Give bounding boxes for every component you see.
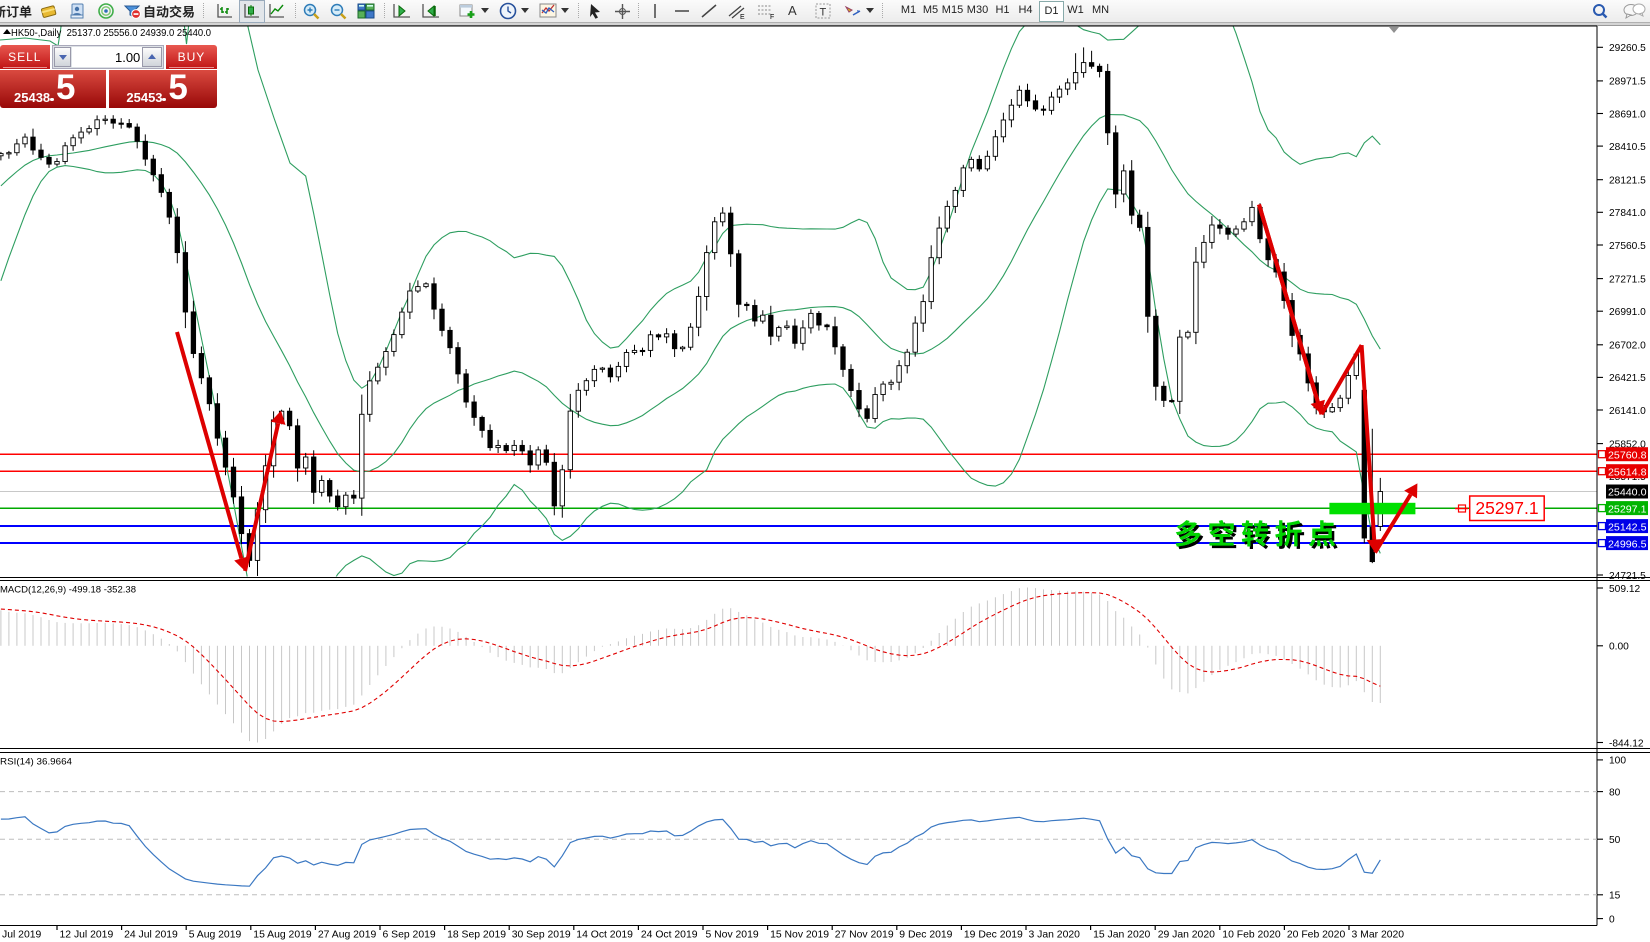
svg-text:-844.12: -844.12: [1609, 738, 1644, 749]
svg-text:29 Jan 2020: 29 Jan 2020: [1158, 930, 1215, 941]
svg-text:24 Jul 2019: 24 Jul 2019: [124, 930, 178, 941]
svg-text:MACD(12,26,9) -499.18 -352.38: MACD(12,26,9) -499.18 -352.38: [0, 585, 136, 596]
svg-text:25760.8: 25760.8: [1608, 449, 1647, 461]
svg-text:26421.5: 26421.5: [1609, 373, 1646, 384]
svg-text:28691.0: 28691.0: [1609, 109, 1646, 120]
svg-text:12 Jul 2019: 12 Jul 2019: [60, 930, 114, 941]
svg-text:15 Nov 2019: 15 Nov 2019: [770, 930, 829, 941]
svg-text:25297.1: 25297.1: [1475, 498, 1538, 518]
svg-text:30 Sep 2019: 30 Sep 2019: [512, 930, 571, 941]
svg-text:5 Nov 2019: 5 Nov 2019: [706, 930, 759, 941]
svg-text:80: 80: [1609, 787, 1621, 798]
svg-text:28121.5: 28121.5: [1609, 176, 1646, 187]
svg-text:6 Sep 2019: 6 Sep 2019: [383, 930, 436, 941]
svg-text:5 Aug 2019: 5 Aug 2019: [189, 930, 242, 941]
svg-text:E: E: [740, 14, 745, 20]
svg-text:29260.5: 29260.5: [1609, 43, 1646, 54]
svg-text:27560.5: 27560.5: [1609, 241, 1646, 252]
svg-text:27 Nov 2019: 27 Nov 2019: [835, 930, 894, 941]
svg-text:15: 15: [1609, 891, 1621, 902]
svg-text:0: 0: [1609, 914, 1615, 925]
svg-text:28971.5: 28971.5: [1609, 77, 1646, 88]
svg-text:100: 100: [1609, 756, 1626, 767]
svg-text:26141.0: 26141.0: [1609, 406, 1646, 417]
svg-text:20 Feb 2020: 20 Feb 2020: [1287, 930, 1346, 941]
svg-text:3 Mar 2020: 3 Mar 2020: [1352, 930, 1405, 941]
svg-text:24 Oct 2019: 24 Oct 2019: [641, 930, 698, 941]
svg-text:T: T: [820, 7, 827, 19]
svg-text:25142.5: 25142.5: [1608, 521, 1647, 533]
svg-text:26702.0: 26702.0: [1609, 341, 1646, 352]
svg-text:0.00: 0.00: [1609, 642, 1629, 653]
svg-text:25297.1: 25297.1: [1608, 503, 1647, 515]
svg-text:15 Aug 2019: 15 Aug 2019: [253, 930, 312, 941]
svg-text:509.12: 509.12: [1609, 584, 1640, 595]
svg-text:27271.5: 27271.5: [1609, 274, 1646, 285]
svg-text:18 Sep 2019: 18 Sep 2019: [447, 930, 506, 941]
svg-text:10 Feb 2020: 10 Feb 2020: [1222, 930, 1281, 941]
svg-text:25440.0: 25440.0: [1608, 487, 1647, 499]
svg-text:28410.5: 28410.5: [1609, 142, 1646, 153]
svg-text:50: 50: [1609, 835, 1621, 846]
svg-text:27841.0: 27841.0: [1609, 208, 1646, 219]
svg-text:27 Aug 2019: 27 Aug 2019: [318, 930, 377, 941]
svg-text:26991.0: 26991.0: [1609, 307, 1646, 318]
svg-text:F: F: [770, 14, 774, 20]
svg-text:RSI(14) 36.9664: RSI(14) 36.9664: [0, 757, 73, 768]
svg-text:9 Dec 2019: 9 Dec 2019: [899, 930, 952, 941]
svg-text:25852.0: 25852.0: [1609, 439, 1646, 450]
svg-text:19 Dec 2019: 19 Dec 2019: [964, 930, 1023, 941]
svg-text:HK50-,Daily 25137.0 25556.0 2: HK50-,Daily 25137.0 25556.0 24939.0 2544…: [11, 28, 211, 39]
svg-text:24721.5: 24721.5: [1609, 571, 1646, 582]
svg-text:14 Oct 2019: 14 Oct 2019: [576, 930, 633, 941]
svg-text:25614.8: 25614.8: [1608, 466, 1647, 478]
svg-text:24996.5: 24996.5: [1608, 538, 1647, 550]
svg-text:Jul 2019: Jul 2019: [2, 930, 42, 941]
svg-text:3 Jan 2020: 3 Jan 2020: [1029, 930, 1081, 941]
svg-text:15 Jan 2020: 15 Jan 2020: [1093, 930, 1150, 941]
